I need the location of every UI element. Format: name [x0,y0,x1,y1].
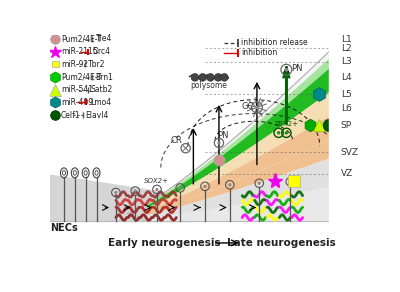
Polygon shape [147,107,360,213]
Text: CR: CR [170,136,182,145]
Circle shape [258,182,261,185]
Text: L6: L6 [341,105,351,114]
Text: inhibition: inhibition [242,48,278,57]
Text: Brn1: Brn1 [96,72,114,81]
Circle shape [228,183,231,186]
Text: L1: L1 [341,35,351,44]
Circle shape [155,188,158,191]
Polygon shape [147,133,360,215]
Circle shape [277,131,280,135]
Text: miR-541: miR-541 [61,85,93,94]
Polygon shape [329,35,360,260]
Text: NECs: NECs [50,223,78,232]
Text: SOX2+: SOX2+ [144,178,170,184]
Text: L2: L2 [341,44,351,53]
Text: miR-2115: miR-2115 [61,47,98,56]
Text: Celf1: Celf1 [61,111,80,120]
Text: Elavl4: Elavl4 [86,111,109,120]
Text: GC: GC [242,102,254,111]
Text: L3: L3 [341,58,351,67]
Text: Orc4: Orc4 [93,47,111,56]
Polygon shape [50,175,193,221]
Circle shape [214,74,222,81]
Polygon shape [147,55,360,208]
Circle shape [206,74,214,81]
Text: PN: PN [217,131,228,140]
Circle shape [191,74,199,81]
Text: PN: PN [292,64,303,73]
Circle shape [179,186,182,190]
Bar [52,61,58,67]
Text: polysome: polysome [190,81,227,90]
Text: L4: L4 [341,73,351,82]
Text: miR-409: miR-409 [61,98,93,107]
Text: miR-92: miR-92 [61,60,88,69]
Text: VZ: VZ [341,169,353,178]
Polygon shape [147,153,360,218]
Text: Early neurogenesis: Early neurogenesis [108,238,221,248]
Polygon shape [147,185,360,221]
Circle shape [220,74,228,81]
Text: Satb2: Satb2 [91,85,113,94]
Text: Pum2/4E-T: Pum2/4E-T [61,34,101,44]
Text: L5: L5 [341,90,351,99]
Circle shape [285,131,288,135]
Circle shape [255,105,259,109]
Text: Late neurogenesis: Late neurogenesis [226,238,335,248]
Circle shape [217,141,221,145]
Polygon shape [147,81,360,211]
Text: SP: SP [341,121,352,130]
Text: SVZ: SVZ [341,147,359,157]
Polygon shape [143,198,360,221]
Circle shape [134,190,137,192]
Circle shape [199,74,206,81]
Circle shape [284,68,288,72]
Text: TBR2+: TBR2+ [274,121,298,127]
Polygon shape [147,44,360,206]
Polygon shape [147,36,360,205]
Text: inhibition release: inhibition release [242,38,308,47]
Text: Tle4: Tle4 [96,34,112,44]
Circle shape [289,180,292,183]
Text: Lmo4: Lmo4 [91,98,112,107]
Text: Tbr2: Tbr2 [88,60,106,69]
Circle shape [114,191,118,194]
Circle shape [204,185,206,188]
Text: Pum2/4E-T: Pum2/4E-T [61,72,101,81]
